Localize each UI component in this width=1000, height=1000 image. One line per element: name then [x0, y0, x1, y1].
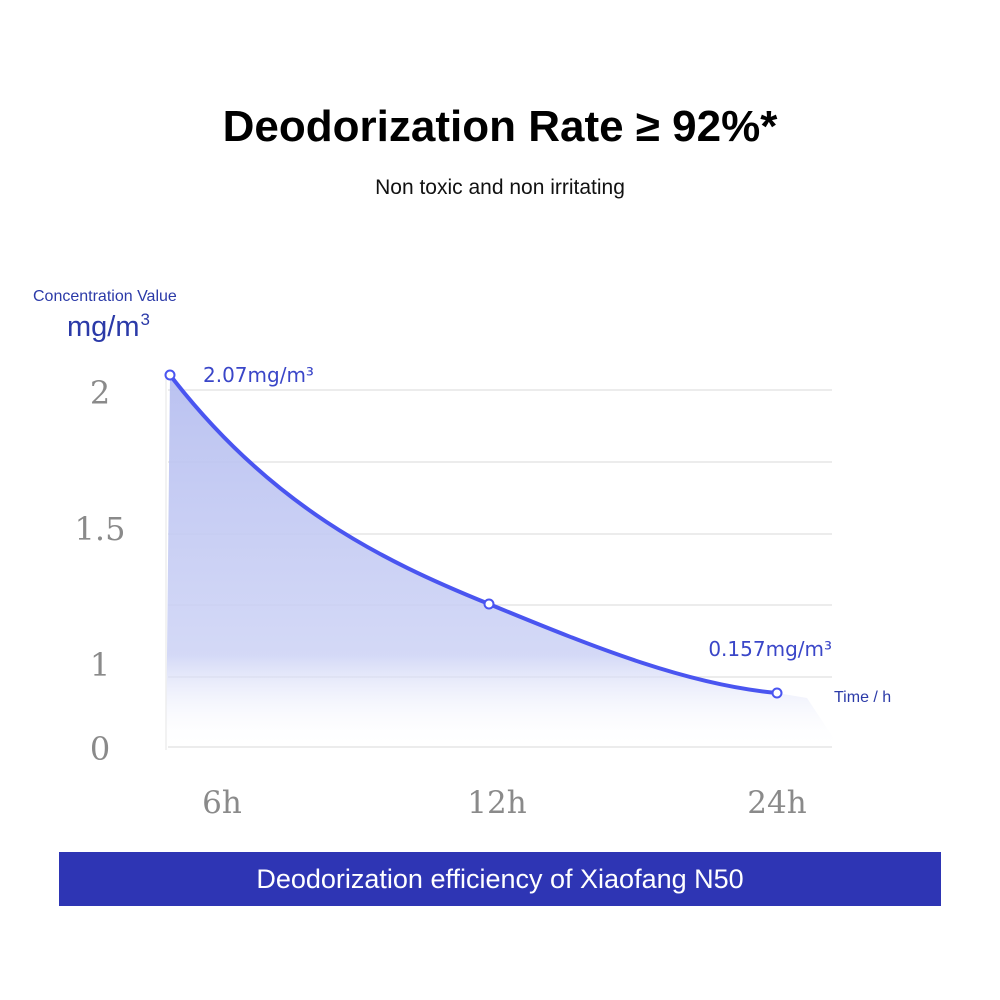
- data-point: [483, 598, 495, 610]
- x-tick-label: 24h: [747, 785, 806, 821]
- chart-title: Deodorization Rate ≥ 92%*: [222, 102, 778, 151]
- data-point: [771, 687, 783, 699]
- y-axis-unit: mg/m3: [67, 310, 150, 344]
- y-tick-label: 0: [90, 730, 110, 768]
- series-area: [166, 375, 840, 748]
- y-tick-label: 1.5: [75, 510, 126, 548]
- series-line: [168, 373, 779, 695]
- data-label: 0.157mg/m³: [708, 637, 832, 661]
- y-unit-base: mg/m: [67, 311, 140, 343]
- footer-banner: Deodorization efficiency of Xiaofang N50: [59, 852, 941, 906]
- x-tick-label: 6h: [202, 785, 242, 821]
- y-unit-sup: 3: [140, 310, 150, 329]
- y-axis-caption: Concentration Value: [33, 288, 177, 305]
- x-axis-caption: Time / h: [834, 689, 891, 706]
- banner-text: Deodorization efficiency of Xiaofang N50: [256, 864, 744, 894]
- data-point: [164, 369, 176, 381]
- y-tick-label: 2: [90, 374, 110, 412]
- x-tick-label: 12h: [467, 785, 526, 821]
- y-tick-label: 1: [90, 646, 110, 684]
- data-label: 2.07mg/m³: [203, 363, 314, 387]
- chart-subtitle: Non toxic and non irritating: [375, 176, 625, 199]
